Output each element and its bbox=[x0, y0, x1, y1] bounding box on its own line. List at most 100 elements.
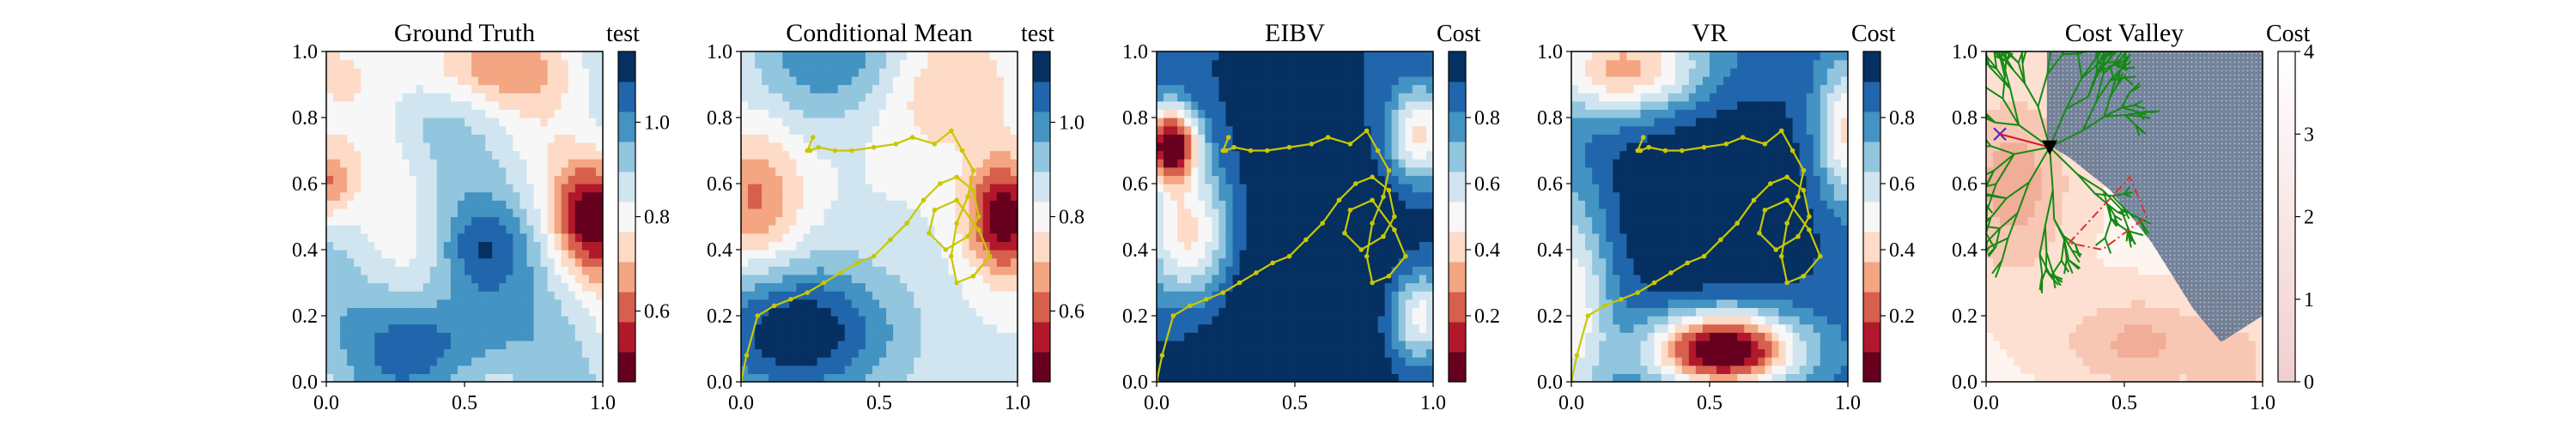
colorbar-segment bbox=[1449, 232, 1466, 263]
trajectory-point bbox=[816, 144, 821, 150]
tree-edge bbox=[2019, 40, 2022, 50]
trajectory-point bbox=[927, 230, 932, 236]
trajectory-point bbox=[1370, 197, 1375, 203]
colorbar-segment bbox=[1863, 82, 1880, 112]
trajectory-point bbox=[805, 148, 811, 154]
trajectory-point bbox=[1309, 142, 1315, 147]
y-tick-label: 0.6 bbox=[1952, 173, 1978, 196]
tree-edge bbox=[1986, 210, 1988, 214]
tree-edge bbox=[1988, 246, 1997, 257]
colorbar-segment bbox=[1033, 172, 1050, 202]
trajectory-point bbox=[904, 221, 909, 227]
tree-edge bbox=[2037, 73, 2049, 107]
y-tick-label: 0.6 bbox=[1122, 173, 1148, 196]
tree-edge bbox=[1986, 216, 1991, 221]
tree-edge bbox=[1982, 200, 1983, 209]
x-tick-label: 1.0 bbox=[590, 392, 616, 414]
panel-vr: VR 0.0 0.5 1.0 0.00.20.40.60.81.0 0.20.40.… bbox=[1537, 19, 1915, 414]
tree-edge bbox=[1941, 130, 1953, 136]
trajectory-line bbox=[1157, 129, 1407, 382]
colorbar-segment bbox=[618, 202, 635, 233]
tree-edge bbox=[2016, 182, 2030, 214]
tree-edge bbox=[2134, 104, 2146, 110]
tree-edge bbox=[1986, 203, 1994, 214]
chart-title: VR bbox=[1692, 19, 1728, 47]
planned-segment bbox=[1999, 133, 2050, 148]
y-tick-label: 0.2 bbox=[1122, 305, 1148, 328]
trajectory-point bbox=[1651, 280, 1657, 286]
trajectory-point bbox=[744, 353, 750, 359]
colorbar-segment bbox=[1863, 322, 1880, 353]
tree-edge bbox=[2028, 147, 2050, 184]
tree-edge bbox=[1971, 217, 1981, 227]
trajectory-point bbox=[948, 128, 954, 134]
colorbar-segment bbox=[618, 292, 635, 323]
panel-conditional-mean: Conditional Mean 0.0 0.5 1.0 0.00.20.40.60… bbox=[707, 19, 1084, 414]
tree-edge bbox=[1988, 194, 2007, 200]
tree-edge bbox=[2109, 68, 2123, 82]
colorbar-tick-label: 0 bbox=[2304, 372, 2314, 394]
colorbar-segment bbox=[1449, 352, 1466, 383]
y-tick-label: 0.4 bbox=[707, 239, 732, 262]
tree-edge bbox=[2063, 239, 2068, 260]
colorbar-tick-label: 0.8 bbox=[644, 207, 670, 229]
trajectory-point bbox=[1270, 260, 1276, 266]
trajectory-point bbox=[1740, 135, 1746, 140]
trajectory-point bbox=[1286, 253, 1292, 259]
trajectory-point bbox=[987, 253, 993, 259]
colorbar-segment bbox=[618, 262, 635, 293]
tree-edge bbox=[2135, 124, 2141, 136]
tree-edge bbox=[2107, 204, 2116, 216]
tree-edge bbox=[1941, 136, 1953, 140]
colorbar-segment bbox=[1449, 82, 1466, 112]
tree-edge bbox=[1986, 233, 1987, 236]
tree-edge bbox=[2081, 62, 2100, 79]
trajectory-point bbox=[1646, 144, 1651, 150]
tree-edge bbox=[1995, 154, 2015, 184]
tree-edge bbox=[2005, 51, 2008, 53]
heatmap-ground-truth bbox=[326, 51, 603, 382]
trajectory-point bbox=[1386, 274, 1392, 279]
colorbar-tick-label: 1 bbox=[2304, 289, 2314, 311]
tree-edge bbox=[2063, 235, 2076, 245]
y-tick-label: 0.0 bbox=[1122, 372, 1148, 394]
x-tick-label: 0.5 bbox=[452, 392, 477, 414]
colorbar-frame bbox=[1862, 51, 1881, 383]
trajectory-point bbox=[1784, 280, 1789, 286]
trajectory-point bbox=[1784, 174, 1789, 180]
tree-edge bbox=[2124, 76, 2136, 79]
y-tick-label: 0.8 bbox=[1537, 107, 1563, 130]
trajectory-point bbox=[1392, 227, 1397, 233]
colorbar-segment bbox=[1863, 51, 1880, 82]
rrt-tree bbox=[1941, 31, 2160, 293]
tree-edge bbox=[2110, 76, 2125, 82]
chart-title: Ground Truth bbox=[394, 19, 535, 47]
y-tick-label: 0.8 bbox=[1952, 107, 1978, 130]
tree-edge bbox=[2049, 147, 2054, 190]
current-position-marker bbox=[2042, 140, 2058, 155]
trajectory-point bbox=[1265, 148, 1270, 154]
colorbar-frame bbox=[1448, 51, 1467, 383]
trajectory-point bbox=[1370, 221, 1375, 227]
tree-edge bbox=[1965, 221, 1972, 231]
tree-edge bbox=[2087, 72, 2098, 97]
trajectory-path bbox=[1571, 128, 1823, 382]
colorbar-tick-label: 0.2 bbox=[1889, 305, 1915, 328]
trajectory-point bbox=[1248, 148, 1254, 154]
colorbar-segment bbox=[1033, 322, 1050, 353]
colorbar-tick-label: 0.6 bbox=[1474, 173, 1500, 196]
colorbar-tick-label: 3 bbox=[2304, 124, 2314, 146]
tree-edge bbox=[1959, 31, 1978, 40]
trajectory-point bbox=[1381, 194, 1386, 200]
tree-edge bbox=[2044, 226, 2048, 252]
tree-edge bbox=[2051, 190, 2056, 220]
tree-edge bbox=[2001, 238, 2009, 261]
colorbar-segment bbox=[618, 51, 635, 82]
colorbar-segment bbox=[1449, 112, 1466, 142]
colorbar-tick-labels: 0.2 0.4 0.6 0.8 bbox=[1880, 107, 1915, 328]
trajectory-point bbox=[1701, 144, 1707, 150]
tree-edge bbox=[2098, 51, 2105, 64]
trajectory-point bbox=[920, 197, 927, 203]
tree-edge bbox=[1948, 96, 1959, 106]
tree-edge bbox=[2002, 98, 2020, 126]
